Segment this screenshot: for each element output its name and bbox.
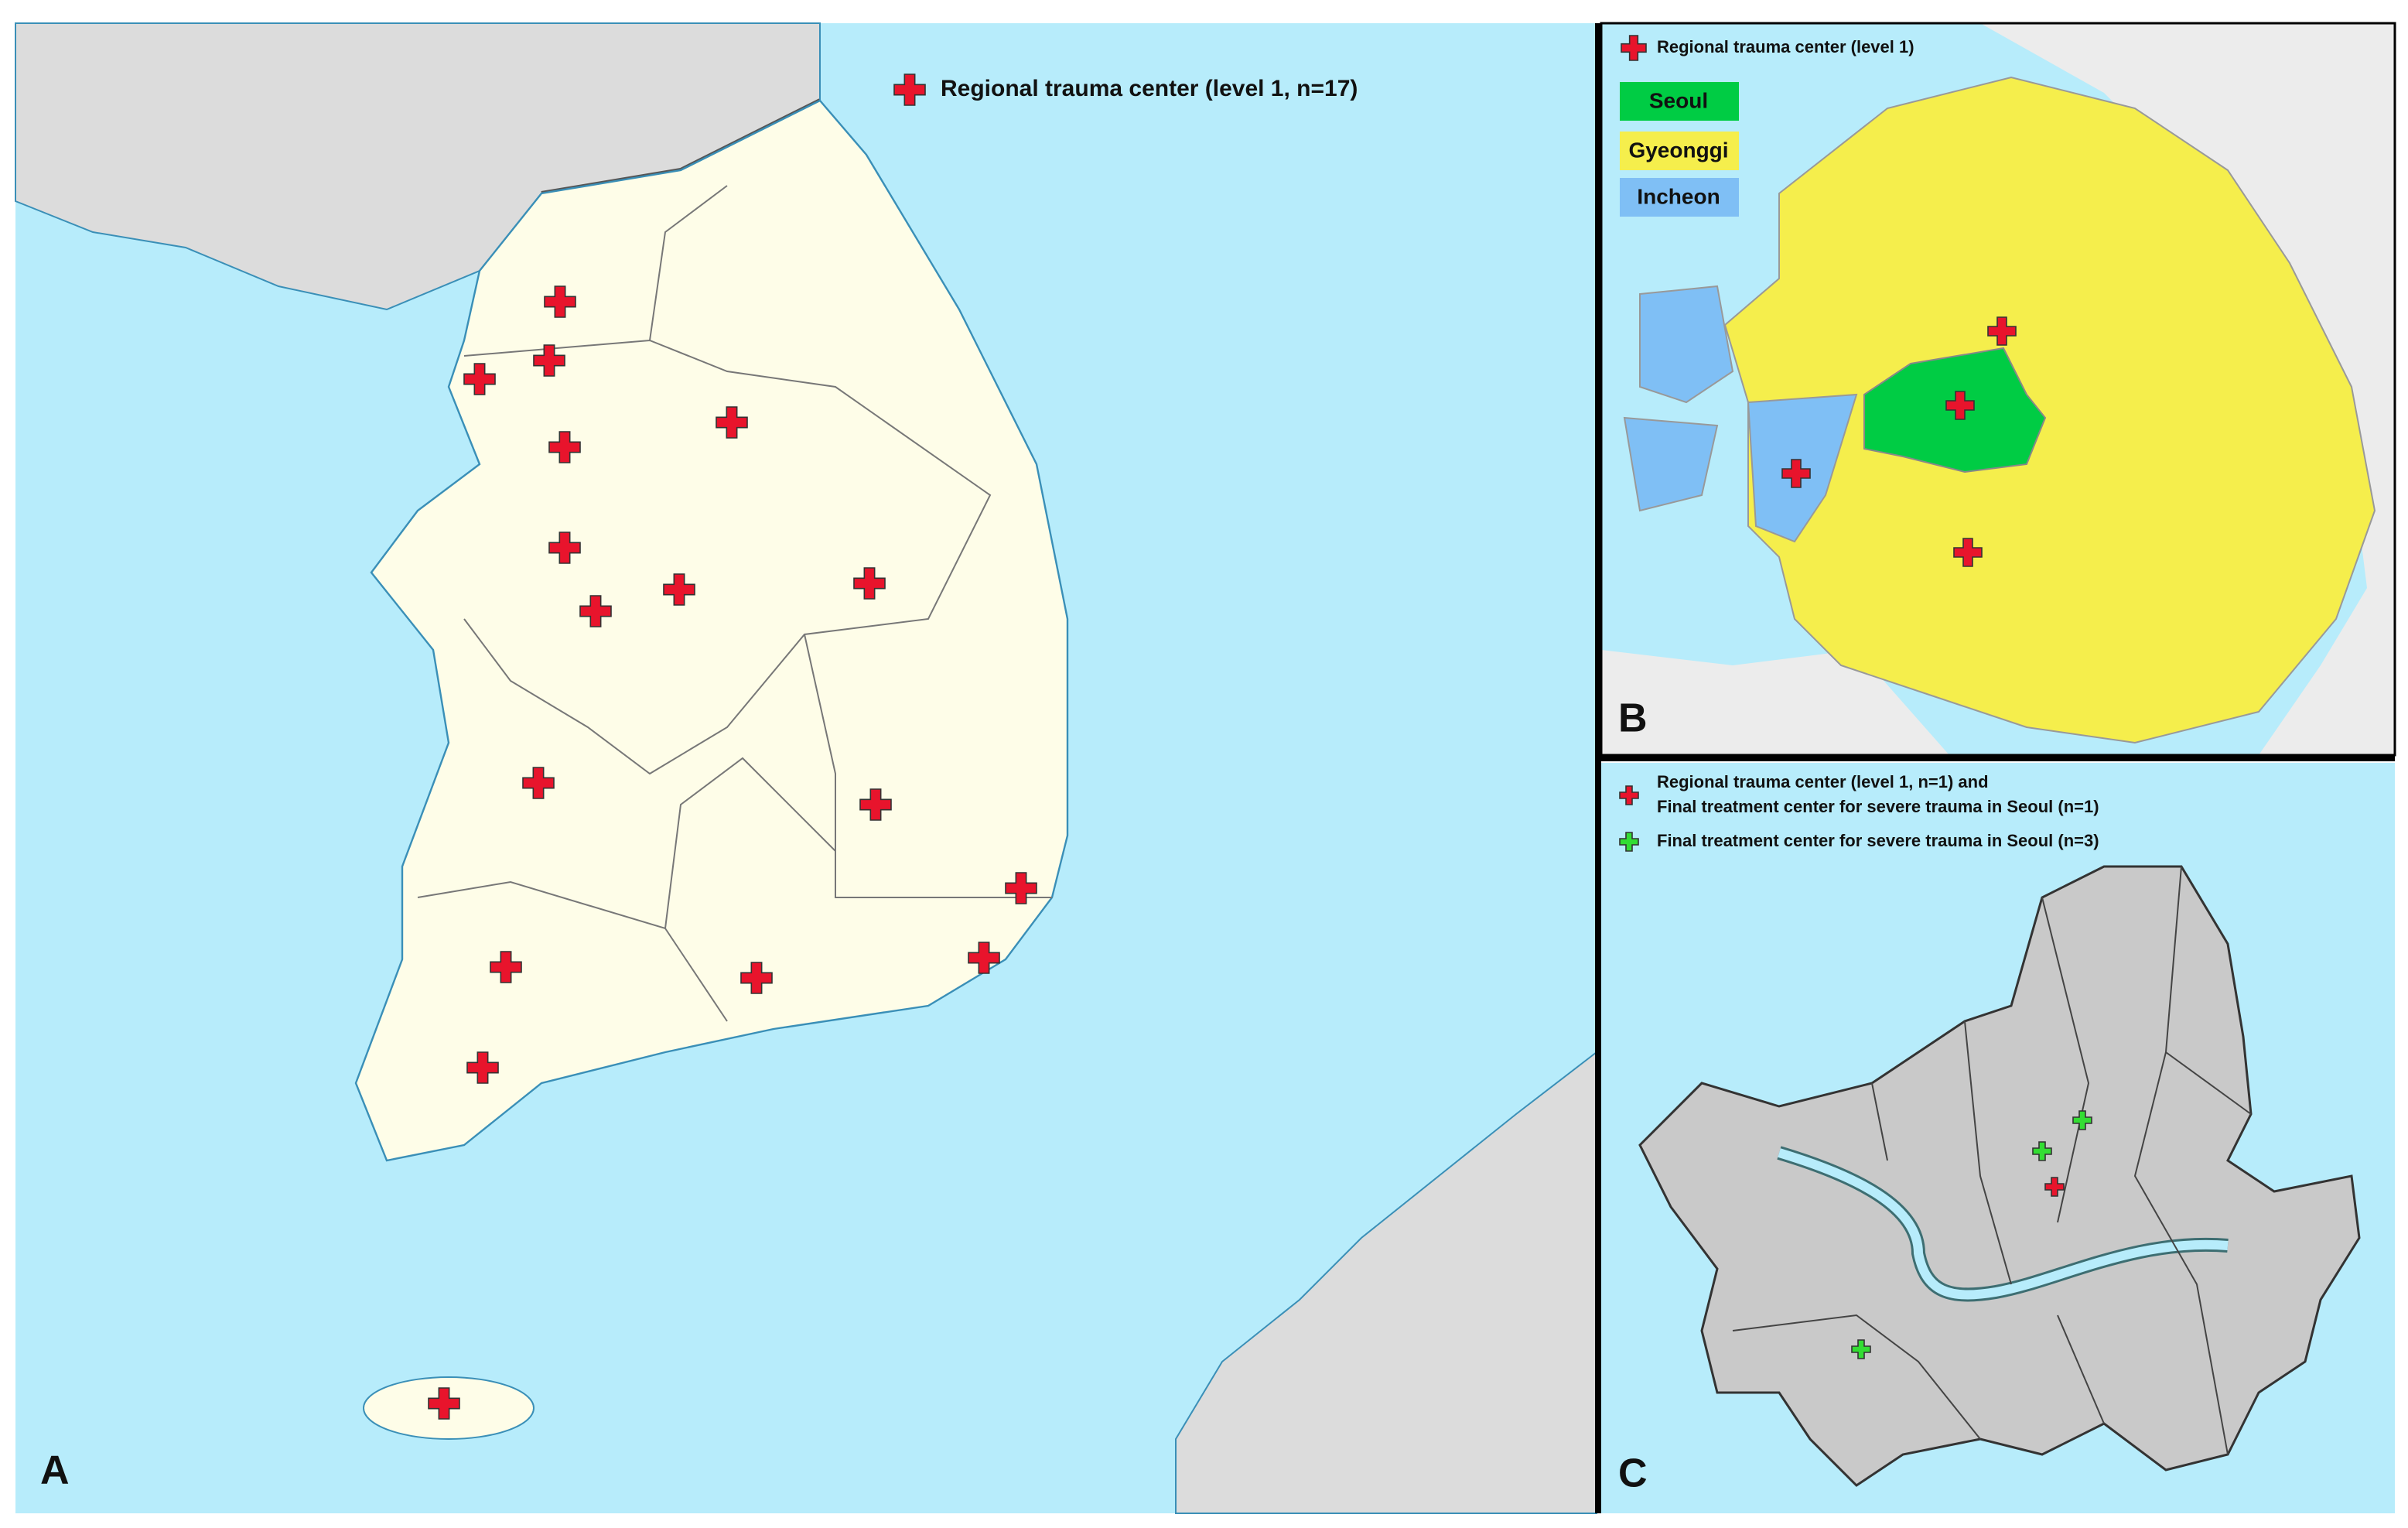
province-borders — [417, 185, 1052, 1022]
marker — [663, 573, 695, 606]
marker — [548, 431, 581, 463]
marker — [490, 951, 522, 983]
legend-text: Regional trauma center (level 1) — [1657, 37, 1914, 56]
marker — [853, 567, 886, 600]
marker — [1621, 35, 1647, 61]
panel-label: C — [1618, 1451, 1648, 1496]
marker — [1619, 832, 1639, 852]
legend-text: Regional trauma center (level 1, n=1) an… — [1657, 772, 1989, 791]
markers — [428, 35, 2092, 1420]
river — [1778, 1148, 2229, 1300]
marker — [466, 1051, 499, 1084]
panel-label: B — [1618, 696, 1648, 741]
japan — [1175, 1050, 1597, 1514]
legend-box — [1620, 132, 1739, 170]
islands — [1623, 285, 1734, 512]
land — [1601, 650, 1949, 755]
marker — [428, 1387, 460, 1420]
marker — [716, 406, 748, 439]
legend-box — [1620, 82, 1739, 121]
incheon — [1747, 393, 1858, 543]
marker — [579, 595, 612, 627]
marker — [544, 285, 576, 318]
marker — [2072, 1110, 2092, 1130]
marker — [463, 363, 496, 395]
region-label: Gyeonggi — [1628, 138, 1728, 162]
marker — [893, 73, 926, 106]
marker — [859, 788, 892, 821]
legend-text: Final treatment center for severe trauma… — [1657, 831, 2099, 850]
district-borders — [1732, 866, 2252, 1455]
marker — [1619, 785, 1639, 805]
marker — [1987, 316, 2017, 346]
land — [1980, 23, 2395, 755]
region-label: Incheon — [1637, 184, 1720, 208]
marker — [533, 344, 565, 377]
gyeonggi — [1723, 76, 2376, 744]
marker — [2044, 1177, 2065, 1197]
marker — [740, 962, 773, 994]
seoul-map — [1638, 865, 2361, 1487]
legend-box — [1620, 178, 1739, 217]
region-label: Seoul — [1649, 88, 1708, 112]
marker — [2032, 1141, 2052, 1161]
legend-text: Regional trauma center (level 1, n=17) — [941, 76, 1358, 101]
marker — [548, 532, 581, 564]
panel-label: A — [40, 1448, 70, 1493]
marker — [522, 767, 555, 799]
marker — [1005, 872, 1037, 904]
marker — [1851, 1339, 1871, 1359]
marker — [968, 942, 1000, 974]
marker — [1953, 538, 1983, 567]
frame — [1600, 22, 2396, 757]
marker — [1781, 459, 1811, 488]
north-korea — [15, 22, 821, 311]
legend-text: Final treatment center for severe trauma… — [1657, 797, 2099, 816]
marker — [1945, 391, 1975, 420]
